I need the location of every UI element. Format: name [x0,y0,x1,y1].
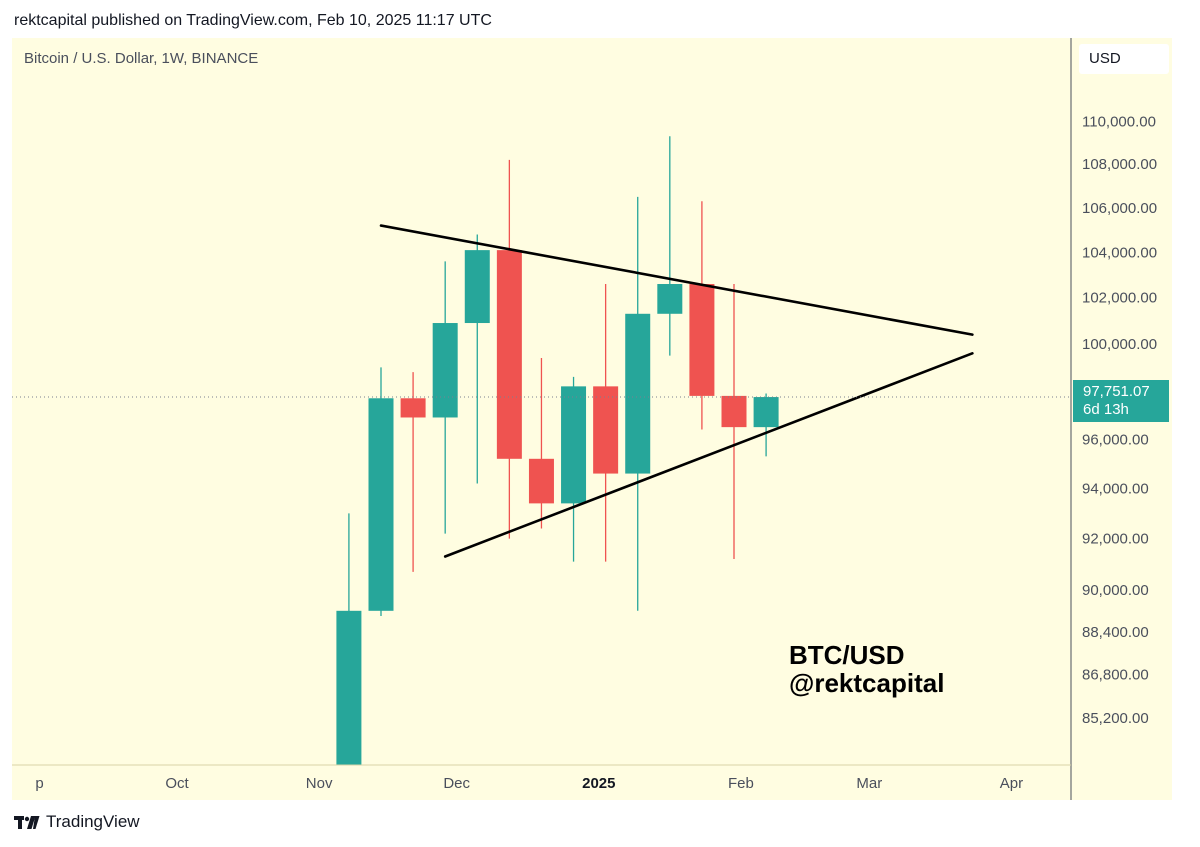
y-tick-label: 94,000.00 [1082,480,1149,497]
candlestick-chart[interactable]: 110,000.00 108,000.00 106,000.00 104,000.00… [12,38,1172,800]
price-axis: 110,000.00 108,000.00 106,000.00 104,000.00… [1082,113,1157,727]
x-tick-label: Apr [1000,775,1023,792]
candle-9 [625,196,651,611]
tradingview-brand: TradingView [46,812,140,831]
y-tick-label: 104,000.00 [1082,244,1157,261]
candle-13 [753,393,779,457]
candle-body [561,386,587,504]
tradingview-footer[interactable]: TradingView [14,812,140,832]
y-tick-label: 85,200.00 [1082,710,1149,727]
chart-watermark: BTC/USD @rektcapital [789,641,944,697]
last-price-value: 97,751.07 [1083,383,1150,400]
candle-6 [528,358,554,529]
y-tick-label: 106,000.00 [1082,200,1157,217]
candle-body [368,398,394,611]
candle-1 [368,367,394,617]
x-tick-label: p [35,775,43,792]
y-tick-label: 108,000.00 [1082,156,1157,173]
candle-body [496,250,522,459]
y-tick-label: 110,000.00 [1082,113,1156,130]
candle-body [593,386,619,474]
candle-body [336,610,362,765]
tradingview-logo-icon [14,816,40,829]
trendline-upper [379,224,974,336]
candle-body [657,284,683,314]
last-price-tag: 97,751.07 6d 13h [1073,380,1169,422]
chart-panel[interactable]: 110,000.00 108,000.00 106,000.00 104,000.00… [12,38,1172,800]
candle-body [400,398,426,418]
candle-4 [464,234,490,484]
candle-12 [721,284,747,560]
candle-2 [400,372,426,572]
candle-body [625,313,651,474]
published-header: rektcapital published on TradingView.com… [14,12,492,29]
currency-button[interactable]: USD [1079,44,1169,74]
candle-10 [657,136,683,356]
watermark-line2: @rektcapital [789,668,945,698]
bar-countdown: 6d 13h [1083,401,1129,418]
x-tick-label: Nov [306,775,333,792]
candle-11 [689,201,715,430]
candle-8 [593,284,619,562]
y-tick-label: 92,000.00 [1082,531,1149,548]
y-tick-label: 96,000.00 [1082,431,1149,448]
candle-body [753,397,779,428]
y-tick-label: 102,000.00 [1082,290,1157,307]
candle-5 [496,159,522,539]
y-tick-label: 88,400.00 [1082,624,1149,641]
x-tick-label: Mar [856,775,882,792]
candle-0 [336,513,362,765]
trendlines-layer [379,224,974,558]
trendline-lower [443,352,974,558]
candles-layer [336,136,779,765]
x-tick-label: 2025 [582,775,615,792]
x-tick-label: Dec [443,775,470,792]
candle-3 [432,261,458,534]
candle-body [721,395,747,428]
y-tick-label: 100,000.00 [1082,336,1157,353]
candle-body [464,250,490,324]
candle-body [432,323,458,418]
candle-body [689,284,715,396]
time-axis: p Oct Nov Dec 2025 Feb Mar Apr [35,775,1023,792]
x-tick-label: Feb [728,775,754,792]
symbol-title: Bitcoin / U.S. Dollar, 1W, BINANCE [24,50,259,67]
y-tick-label: 86,800.00 [1082,666,1149,683]
watermark-line1: BTC/USD [789,640,905,670]
candle-7 [561,376,587,562]
y-tick-label: 90,000.00 [1082,582,1149,599]
x-tick-label: Oct [165,775,189,792]
candle-body [528,458,554,504]
